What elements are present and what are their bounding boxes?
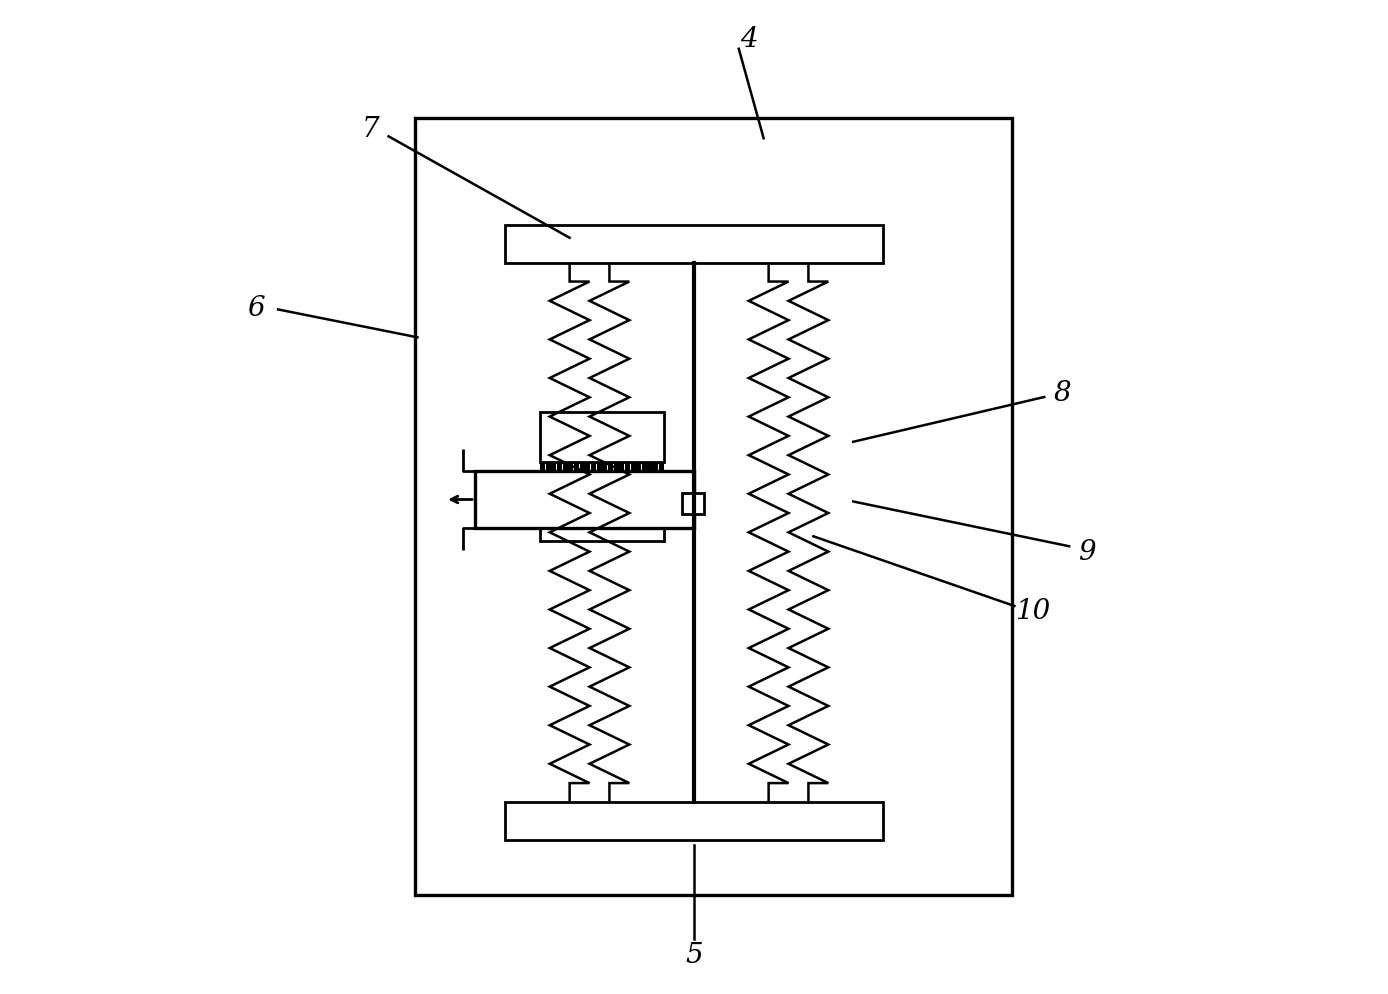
Bar <box>568 462 573 475</box>
Bar <box>602 479 608 492</box>
Bar <box>682 493 704 515</box>
Text: 7: 7 <box>362 115 379 143</box>
Bar <box>557 479 562 492</box>
Bar <box>551 479 557 492</box>
Bar <box>613 479 619 492</box>
Bar <box>551 462 557 475</box>
Bar <box>625 462 630 475</box>
Bar <box>659 479 663 492</box>
Bar <box>625 479 630 492</box>
Bar <box>415 119 1012 895</box>
Bar <box>654 479 658 492</box>
Bar <box>557 462 562 475</box>
Bar <box>641 462 647 475</box>
Bar <box>613 462 619 475</box>
Text: 8: 8 <box>1053 379 1072 407</box>
Bar <box>540 492 663 542</box>
Bar <box>580 479 584 492</box>
Bar <box>630 479 636 492</box>
Text: 9: 9 <box>1078 538 1097 566</box>
Bar <box>475 471 694 529</box>
Bar <box>654 462 658 475</box>
Bar <box>568 479 573 492</box>
Bar <box>636 462 641 475</box>
Bar <box>562 479 568 492</box>
Bar <box>641 479 647 492</box>
Text: 6: 6 <box>247 294 265 322</box>
Bar <box>545 462 551 475</box>
Bar <box>586 479 590 492</box>
Bar <box>636 479 641 492</box>
Bar <box>575 479 579 492</box>
Bar <box>540 413 663 462</box>
Bar <box>540 479 545 492</box>
Bar <box>647 462 652 475</box>
Bar <box>505 802 883 840</box>
Bar <box>591 462 595 475</box>
Bar <box>608 462 613 475</box>
Bar <box>619 462 625 475</box>
Bar <box>659 462 663 475</box>
Bar <box>619 479 625 492</box>
Bar <box>597 462 601 475</box>
Bar <box>597 479 601 492</box>
Bar <box>575 462 579 475</box>
Bar <box>562 462 568 475</box>
Bar <box>586 462 590 475</box>
Bar <box>580 462 584 475</box>
Bar <box>540 462 545 475</box>
Bar <box>602 462 608 475</box>
Bar <box>591 479 595 492</box>
Text: 4: 4 <box>740 26 758 54</box>
Bar <box>630 462 636 475</box>
Text: 10: 10 <box>1015 597 1049 625</box>
Bar <box>505 226 883 263</box>
Bar <box>545 479 551 492</box>
Bar <box>647 479 652 492</box>
Text: 5: 5 <box>686 940 702 968</box>
Bar <box>608 479 613 492</box>
